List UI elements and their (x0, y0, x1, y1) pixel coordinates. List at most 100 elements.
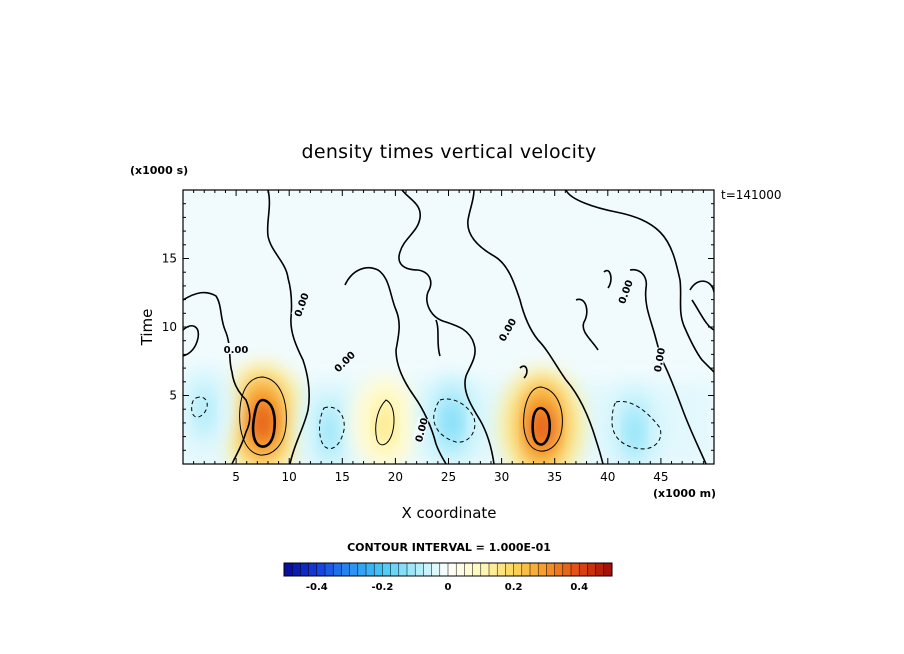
colorbar-swatch (439, 563, 449, 576)
positive-contour-thick (251, 398, 276, 448)
colorbar-swatch (333, 563, 342, 576)
colorbar-swatch (521, 563, 531, 576)
colorbar-swatch (292, 563, 301, 576)
y-unit-label: (x1000 s) (130, 164, 188, 177)
zero-contour (183, 325, 200, 357)
colorbar-swatch (562, 563, 572, 576)
zero-contour (519, 365, 528, 379)
field-layer (183, 362, 714, 464)
colorbar-swatch (456, 563, 465, 576)
zero-contour (467, 190, 604, 464)
colorbar-swatch (595, 563, 605, 576)
zero-contour (266, 190, 310, 464)
y-tick-label: 15 (162, 252, 177, 266)
colorbar-swatch (603, 563, 613, 576)
x-tick-label: 10 (282, 470, 297, 484)
negative-contour-dashed (319, 406, 345, 450)
colorbar-swatch (579, 563, 588, 576)
colorbar-swatch (505, 563, 514, 576)
colorbar-swatch (448, 563, 457, 576)
contour-label-bg (651, 346, 667, 373)
x-tick-label: 15 (335, 470, 350, 484)
colorbar-swatch (398, 563, 408, 576)
contour-label-text: 0.00 (653, 347, 668, 373)
zero-contour (565, 190, 714, 373)
axis-ticks: 5 10 15 20 25 30 35 40 45 5 10 15 (162, 190, 714, 484)
field-feature-core (197, 395, 211, 428)
colorbar-swatch (497, 563, 506, 576)
contour-label-bg (495, 316, 518, 343)
x-unit-label: (x1000 m) (653, 487, 716, 500)
negative-contour-dashed (433, 398, 476, 443)
colorbar-swatch (571, 563, 580, 576)
colorbar-swatch (480, 563, 490, 576)
colorbar-swatch (357, 563, 367, 576)
colorbar-swatch (325, 563, 334, 576)
colorbar-swatch (464, 563, 473, 576)
colorbar-swatch (374, 563, 383, 576)
colorbar-swatch (349, 563, 359, 576)
field-feature-core (322, 415, 337, 449)
colorbar: -0.4 -0.2 0 0.2 0.4 (283, 562, 613, 593)
contour-label-text: 0.00 (224, 345, 249, 356)
colorbar-tick-label: 0.2 (505, 582, 523, 593)
contour-label-bg (291, 291, 310, 318)
zero-contour (398, 190, 495, 464)
positive-contour-thin (523, 386, 563, 452)
field-feature-core (377, 407, 393, 443)
contour-label-bg (224, 343, 248, 354)
contour-label-bg (615, 278, 634, 305)
colorbar-swatch (489, 563, 498, 576)
field-feature-core (251, 400, 274, 444)
colorbar-swatch (341, 563, 350, 576)
colorbar-swatch (300, 563, 309, 576)
y-tick-label: 10 (162, 320, 177, 334)
zero-contour (183, 291, 251, 464)
contour-label-bg (412, 416, 429, 443)
zero-contour (689, 280, 714, 331)
colorbar-swatch (546, 563, 555, 576)
colorbar-tick-label: 0.4 (570, 582, 588, 593)
colorbar-swatch (431, 563, 441, 576)
colorbar-swatch (423, 563, 432, 576)
x-tick-label: 5 (232, 470, 240, 484)
colorbar-swatch (530, 563, 539, 576)
y-axis-label: Time (138, 309, 156, 347)
colorbar-swatch (366, 563, 375, 576)
y-tick-label: 5 (169, 389, 177, 403)
colorbar-swatch (382, 563, 391, 576)
colorbar-swatch (554, 563, 564, 576)
positive-contour-thin (375, 399, 395, 446)
x-axis-label: X coordinate (401, 504, 496, 522)
colorbar-swatch (513, 563, 523, 576)
positive-contour-thin (239, 376, 287, 456)
x-tick-label: 35 (547, 470, 562, 484)
x-tick-label: 25 (441, 470, 456, 484)
x-tick-label: 40 (600, 470, 615, 484)
colorbar-swatch (587, 563, 596, 576)
zero-contour (344, 266, 447, 464)
colorbar-swatch (390, 563, 400, 576)
contour-label: 0.00 (224, 343, 249, 356)
colorbar-tick-label: -0.2 (371, 582, 393, 593)
colorbar-swatch (472, 563, 482, 576)
colorbar-swatch (316, 563, 326, 576)
colorbar-swatch (415, 563, 424, 576)
field-feature-core (627, 415, 642, 449)
colorbar-swatch (407, 563, 416, 576)
time-stamp: t=141000 (721, 188, 782, 202)
negative-contour-dashed (611, 400, 662, 450)
x-tick-label: 20 (388, 470, 403, 484)
x-tick-label: 30 (494, 470, 509, 484)
contour-label-bg (331, 348, 357, 374)
chart-title: density times vertical velocity (301, 141, 596, 163)
contour-label: 0.00 (651, 346, 668, 373)
negative-contour-dashed (191, 396, 208, 418)
x-tick-label: 45 (653, 470, 668, 484)
zero-contour (435, 269, 612, 357)
field-feature-core (444, 405, 459, 440)
contour-interval: CONTOUR INTERVAL = 1.000E-01 (347, 541, 551, 554)
colorbar-tick-label: 0 (445, 582, 452, 593)
positive-contour-thick (531, 406, 552, 446)
